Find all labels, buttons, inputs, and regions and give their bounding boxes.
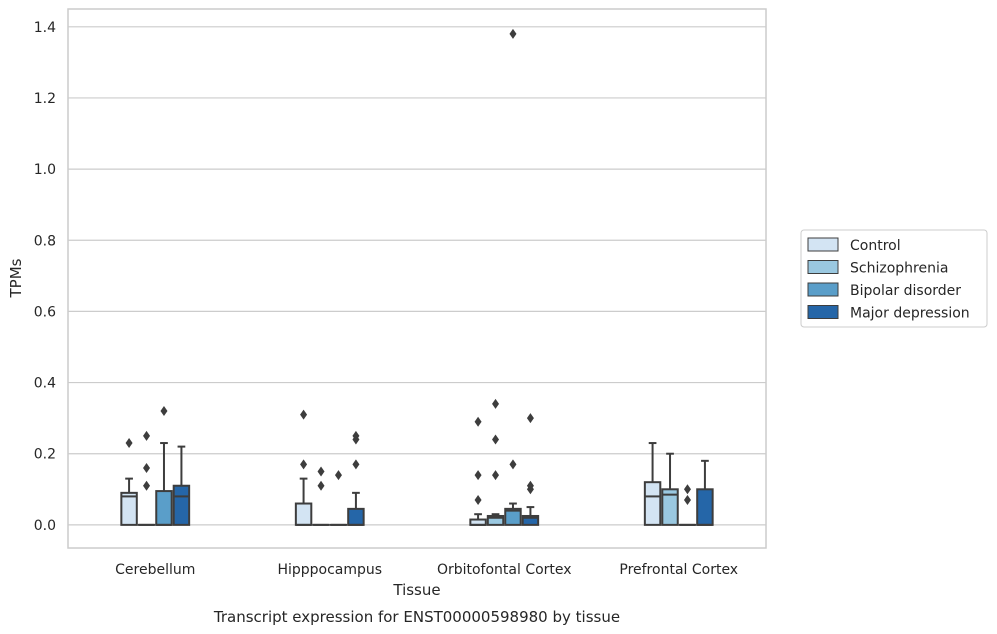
legend-label: Bipolar disorder [850,283,961,299]
legend-swatch [807,237,839,252]
box-2-1 [486,398,505,526]
outlier-marker [683,484,691,495]
legend-label: Control [850,238,901,254]
outlier-marker [474,470,482,481]
boxes [120,28,714,526]
y-tick-labels: 0.0 0.2 0.4 0.6 0.8 1.0 1.2 1.4 [34,20,56,534]
outlier-marker [474,416,482,427]
outlier-marker [125,438,133,449]
outlier-marker [526,480,534,491]
legend-swatch [807,282,839,297]
box-body [504,507,522,526]
box-3-1 [661,452,679,526]
legend-swatch [807,260,839,274]
box-2-2 [504,28,522,526]
box-2-0 [469,416,487,526]
outlier-marker [492,470,500,481]
outlier-marker [317,480,325,491]
legend: Control Schizophrenia Bipolar disorder Majo… [800,229,988,328]
box-0-0 [120,438,138,526]
box-body [120,491,138,526]
x-tick-label: Prefrontal Cortex [619,562,738,578]
y-tick-label: 1.4 [34,20,56,36]
outlier-marker [683,494,691,505]
plot-frame [67,8,767,549]
box-body [661,488,679,526]
box-3-3 [696,459,714,526]
outlier-marker [300,459,308,470]
outlier-marker [492,434,500,445]
x-axis-label: Tissue [392,581,440,599]
y-tick-label: 0.6 [34,304,56,320]
box-0-3 [172,445,191,526]
outlier-marker [143,480,151,491]
x-tick-label: Cerebellum [115,562,195,578]
outlier-marker [509,459,517,470]
box-body [172,484,191,526]
outlier-marker [334,470,342,481]
x-tick-label: Hipppocampus [277,562,382,578]
y-tick-label: 0.0 [34,518,56,534]
box-body [155,490,173,526]
outlier-marker [526,413,534,424]
legend-label: Schizophrenia [850,261,948,277]
box-0-1 [137,430,156,526]
box-3-2 [678,484,697,526]
box-2-3 [521,413,540,526]
chart-caption: Transcript expression for ENST0000059898… [213,608,620,626]
box-0-2 [155,406,173,526]
box-1-2 [329,470,348,526]
box-body [294,502,313,526]
outlier-marker [352,430,360,441]
box-1-1 [312,466,330,526]
outlier-marker [352,459,360,470]
box-body [521,514,540,526]
outlier-marker [317,466,325,477]
box-body [696,488,714,526]
y-tick-label: 1.0 [34,162,56,178]
y-tick-label: 0.2 [34,447,56,463]
y-tick-label: 1.2 [34,91,56,107]
box-1-3 [347,430,365,526]
legend-label: Major depression [850,306,970,322]
outlier-marker [143,462,151,473]
y-axis-label: TPMs [7,258,25,298]
outlier-marker [509,28,517,39]
box-3-0 [643,442,662,526]
x-tick-label: Orbitofontal Cortex [437,562,572,578]
legend-frame [800,229,988,328]
outlier-marker [300,409,308,420]
x-tick-labels: Cerebellum Hipppocampus Orbitofontal Corte… [115,562,738,578]
box-body [347,507,365,526]
box-body [643,481,662,526]
box-body [486,514,505,526]
box-1-0 [294,409,313,526]
grid-lines [68,26,766,526]
outlier-marker [492,398,500,409]
outlier-marker [160,406,168,417]
legend-swatch [807,305,839,319]
outlier-marker [143,430,151,441]
outlier-marker [474,494,482,505]
y-tick-label: 0.4 [34,376,56,392]
y-tick-label: 0.8 [34,233,56,249]
